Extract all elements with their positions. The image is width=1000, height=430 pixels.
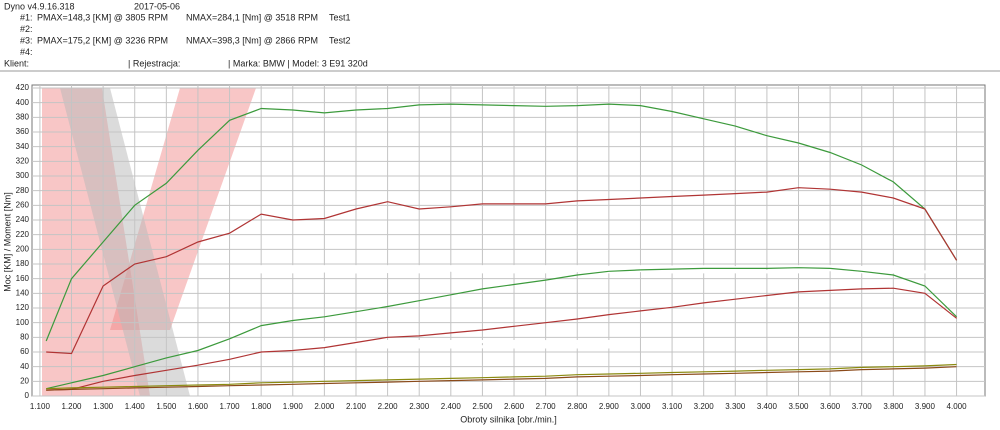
x-tick-label: 2.600 <box>504 402 525 411</box>
y-tick-label: 340 <box>16 142 30 151</box>
header: Dyno v4.9.16.318 2017-05-06 #1: PMAX=148,3 … <box>4 1 368 68</box>
x-tick-label: 1.200 <box>61 402 82 411</box>
x-tick-label: 1.900 <box>283 402 304 411</box>
y-tick-label: 200 <box>16 244 30 253</box>
x-axis-label: Obroty silnika [obr./min.] <box>460 414 557 424</box>
run-nmax: NMAX=398,3 [Nm] @ 2866 RPM <box>186 35 318 45</box>
curve <box>46 363 957 390</box>
x-tick-label: 2.500 <box>472 402 493 411</box>
make-model: | Marka: BMW | Model: 3 E91 320d <box>228 58 368 68</box>
x-tick-label: 1.800 <box>251 402 272 411</box>
x-tick-label: 2.300 <box>409 402 430 411</box>
x-tick-label: 2.400 <box>441 402 462 411</box>
y-tick-label: 0 <box>25 391 30 400</box>
run-pmax: PMAX=148,3 [KM] @ 3805 RPM <box>37 12 168 22</box>
y-tick-label: 420 <box>16 83 30 92</box>
x-tick-label: 1.700 <box>220 402 241 411</box>
run-id: #3: <box>20 35 33 45</box>
y-tick-label: 120 <box>16 303 30 312</box>
y-tick-label: 400 <box>16 98 30 107</box>
y-tick-label: 300 <box>16 171 30 180</box>
date: 2017-05-06 <box>134 1 180 11</box>
x-tick-label: 1.300 <box>93 402 114 411</box>
y-tick-label: 320 <box>16 156 30 165</box>
x-tick-label: 1.600 <box>188 402 209 411</box>
x-tick-label: 3.300 <box>725 402 746 411</box>
run-name: Test2 <box>329 35 351 45</box>
curve <box>46 267 958 390</box>
x-tick-label: 3.200 <box>694 402 715 411</box>
x-tick-label: 2.200 <box>378 402 399 411</box>
registration: | Rejestracja: <box>128 58 180 68</box>
y-axis-label: Moc [KM] / Moment [Nm] <box>2 192 12 292</box>
curve <box>46 366 957 391</box>
y-tick-label: 160 <box>16 274 30 283</box>
x-tick-label: 3.100 <box>662 402 683 411</box>
run-name: Test1 <box>329 12 351 22</box>
x-tick-label: 2.100 <box>346 402 367 411</box>
x-tick-label: 3.400 <box>757 402 778 411</box>
y-tick-label: 60 <box>20 347 29 356</box>
run-id: #2: <box>20 24 33 34</box>
run-pmax: PMAX=175,2 [KM] @ 3236 RPM <box>37 35 168 45</box>
x-tick-label: 3.500 <box>788 402 809 411</box>
x-tick-label: 4.000 <box>947 402 968 411</box>
x-tick-label: 3.600 <box>820 402 841 411</box>
watermark-subtext: ADAM MAJCHERCZYK <box>315 339 633 349</box>
version: Dyno v4.9.16.318 <box>4 1 75 11</box>
curve <box>46 287 957 391</box>
plot-area <box>31 84 986 397</box>
y-tick-label: 20 <box>20 376 29 385</box>
y-tick-label: 380 <box>16 112 30 121</box>
x-tick-label: 2.800 <box>567 402 588 411</box>
y-tick-label: 260 <box>16 200 30 209</box>
curve <box>45 103 958 342</box>
x-tick-label: 3.000 <box>630 402 651 411</box>
y-tick-label: 220 <box>16 230 30 239</box>
x-tick-label: 2.700 <box>536 402 557 411</box>
x-tick-label: 1.500 <box>156 402 177 411</box>
run-id: #4: <box>20 47 33 57</box>
x-tick-label: 3.900 <box>915 402 936 411</box>
x-tick-label: 3.800 <box>883 402 904 411</box>
x-tick-label: 3.700 <box>852 402 873 411</box>
y-tick-label: 360 <box>16 127 30 136</box>
x-tick-label: 1.400 <box>125 402 146 411</box>
y-tick-label: 180 <box>16 259 30 268</box>
curve <box>46 187 958 355</box>
logo-stripe <box>60 88 190 396</box>
y-tick-label: 140 <box>16 288 30 297</box>
x-tick-label: 1.100 <box>30 402 51 411</box>
run-id: #1: <box>20 12 33 22</box>
y-tick-label: 280 <box>16 186 30 195</box>
y-tick-label: 100 <box>16 318 30 327</box>
y-tick-label: 40 <box>20 362 29 371</box>
watermark-logo <box>42 88 256 396</box>
x-tick-label: 2.900 <box>599 402 620 411</box>
y-tick-label: 80 <box>20 332 29 341</box>
x-tick-label: 2.000 <box>314 402 335 411</box>
y-tick-label: 240 <box>16 215 30 224</box>
watermark-text: TUNING.PL <box>240 264 940 274</box>
plot: 0 20 40 60 80 100 120 140 160 180 200 220 240 260 280 3… <box>2 83 985 424</box>
client: Klient: <box>4 58 29 68</box>
run-nmax: NMAX=284,1 [Nm] @ 3518 RPM <box>186 12 318 22</box>
